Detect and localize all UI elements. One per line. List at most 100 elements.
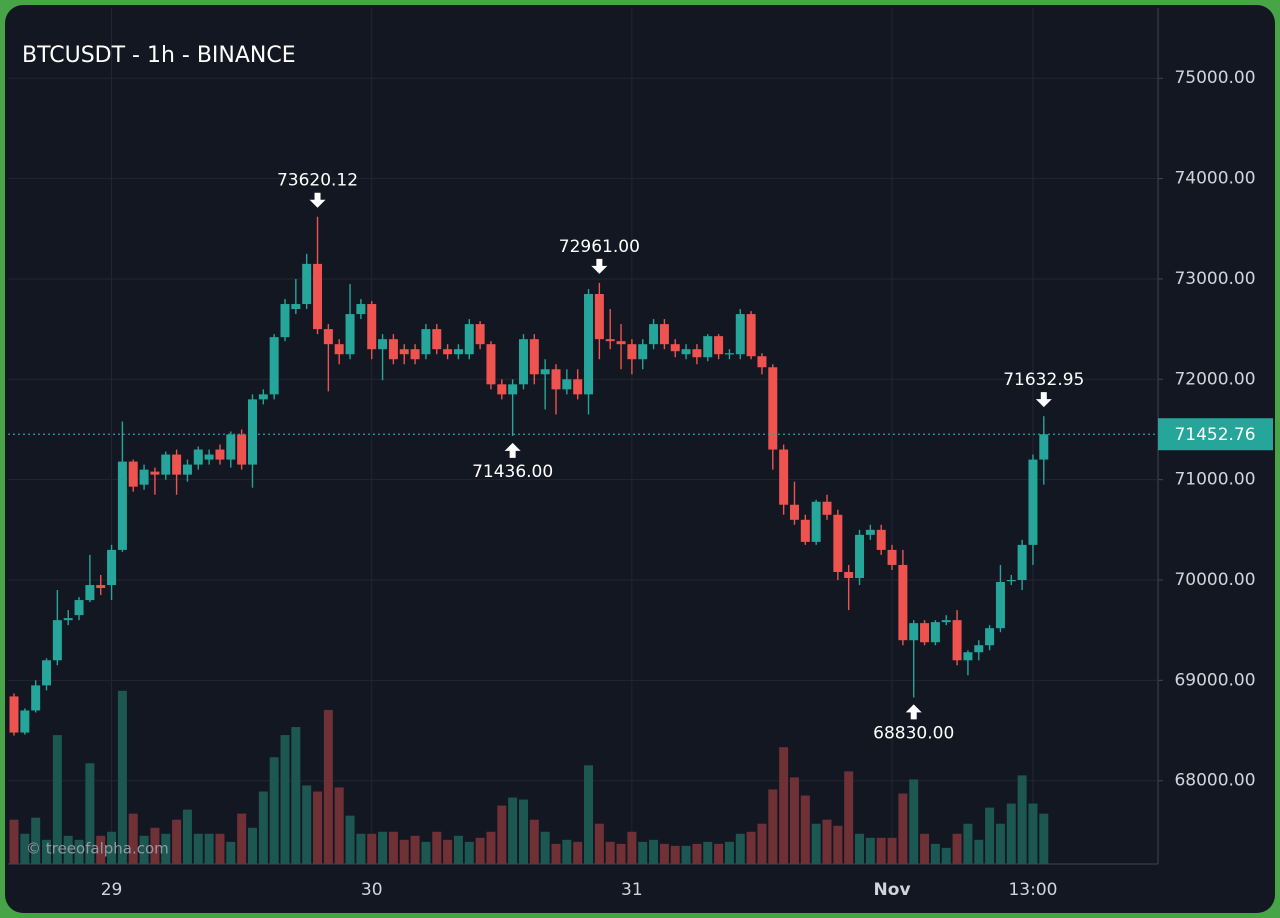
candle-body <box>757 356 767 368</box>
low-arrow <box>504 442 521 458</box>
x-tick-label: 30 <box>361 880 383 900</box>
high-label: 71632.95 <box>1003 370 1084 390</box>
volume-bar <box>735 833 745 864</box>
volume-bar <box>443 839 453 864</box>
candle-body <box>9 696 19 733</box>
candle-body <box>443 349 453 355</box>
volume-bar <box>1017 775 1027 864</box>
candle-body <box>638 344 648 360</box>
volume-bar <box>172 819 182 864</box>
volume-bar <box>378 831 388 864</box>
volume-bar <box>432 831 442 864</box>
candle-body <box>681 349 691 355</box>
y-tick-label: 74000.00 <box>1174 169 1255 189</box>
candle-body <box>898 564 908 641</box>
volume-bar <box>909 779 919 864</box>
x-tick-label: 29 <box>101 880 123 900</box>
high-label: 73620.12 <box>277 171 358 191</box>
volume-bar <box>638 841 648 864</box>
volume-bar <box>497 805 507 864</box>
volume-bar <box>1028 803 1038 864</box>
volume-bar <box>237 813 247 864</box>
volume-bar <box>573 841 583 864</box>
volume-bar <box>952 833 962 864</box>
candle-body <box>768 367 778 450</box>
candle-body <box>20 710 30 733</box>
volume-bar <box>302 785 312 864</box>
candle-body <box>421 329 431 355</box>
grid: 68000.00 69000.00 70000.00 71000.00 72000.00… <box>8 8 1256 900</box>
last-price-box <box>1158 418 1273 451</box>
volume-bar <box>898 793 908 864</box>
volume-bar <box>714 843 724 864</box>
volume-bar <box>941 847 951 864</box>
candle-body <box>378 339 388 350</box>
candle-body <box>74 600 84 616</box>
candle-body <box>63 618 73 621</box>
low-arrow <box>905 704 922 720</box>
volume-bar <box>703 841 713 864</box>
candle-body <box>367 304 377 350</box>
candle-body <box>302 263 312 305</box>
low-label: 68830.00 <box>873 723 954 743</box>
volume-bar <box>746 831 756 864</box>
candle-body <box>844 571 854 578</box>
candle-body <box>952 620 962 661</box>
volume-bar <box>930 843 940 864</box>
candle-body <box>486 344 496 385</box>
candle-body <box>193 449 203 465</box>
volume-bar <box>887 837 897 864</box>
candle-body <box>85 585 95 601</box>
x-tick-label: Nov <box>874 880 911 900</box>
candle-body <box>345 314 355 355</box>
candle-body <box>584 294 594 395</box>
candle-body <box>464 324 474 355</box>
volume-bar <box>96 835 106 864</box>
volume-bar <box>605 841 615 864</box>
volume-bar <box>659 843 669 864</box>
volume-bar <box>551 843 561 864</box>
candle-body <box>876 529 886 550</box>
candle-body <box>995 582 1005 629</box>
candle-body <box>334 344 344 355</box>
candle-body <box>692 349 702 358</box>
low-label: 71436.00 <box>472 462 553 482</box>
volume-bar <box>334 787 344 864</box>
volume-bar <box>789 777 799 864</box>
candle-body <box>573 379 583 395</box>
candle-body <box>1028 459 1038 545</box>
candle-body <box>247 399 257 465</box>
volume-bar <box>52 735 62 864</box>
volume-bar <box>594 823 604 864</box>
volume-bar <box>649 839 659 864</box>
volume-bar <box>323 709 333 864</box>
volume-bar <box>1039 813 1049 864</box>
candle-body <box>605 339 615 342</box>
volume-bar <box>74 839 84 864</box>
candle-body <box>855 534 865 578</box>
candle-body <box>399 349 409 355</box>
volume-bar <box>291 727 301 864</box>
y-tick-label: 73000.00 <box>1174 269 1255 289</box>
volume-bar <box>161 833 171 864</box>
candle-body <box>410 349 420 360</box>
candle-body <box>269 337 279 395</box>
volume-bar <box>616 843 626 864</box>
candle-body <box>497 384 507 395</box>
candle-body <box>746 314 756 357</box>
volume-bar <box>724 841 734 864</box>
volume-bar <box>226 841 236 864</box>
volume-bar <box>269 757 279 864</box>
y-tick-label: 69000.00 <box>1174 670 1255 690</box>
candle-body <box>779 449 789 505</box>
candle-body <box>388 339 398 360</box>
volume-bar <box>529 819 539 864</box>
candle-body <box>616 341 626 345</box>
volume-bar <box>876 837 886 864</box>
volume-bar <box>540 831 550 864</box>
candle-body <box>432 329 442 350</box>
y-tick-label: 75000.00 <box>1174 68 1255 88</box>
candle-body <box>280 304 290 338</box>
volume-bar <box>313 791 323 864</box>
candle-body <box>789 504 799 520</box>
